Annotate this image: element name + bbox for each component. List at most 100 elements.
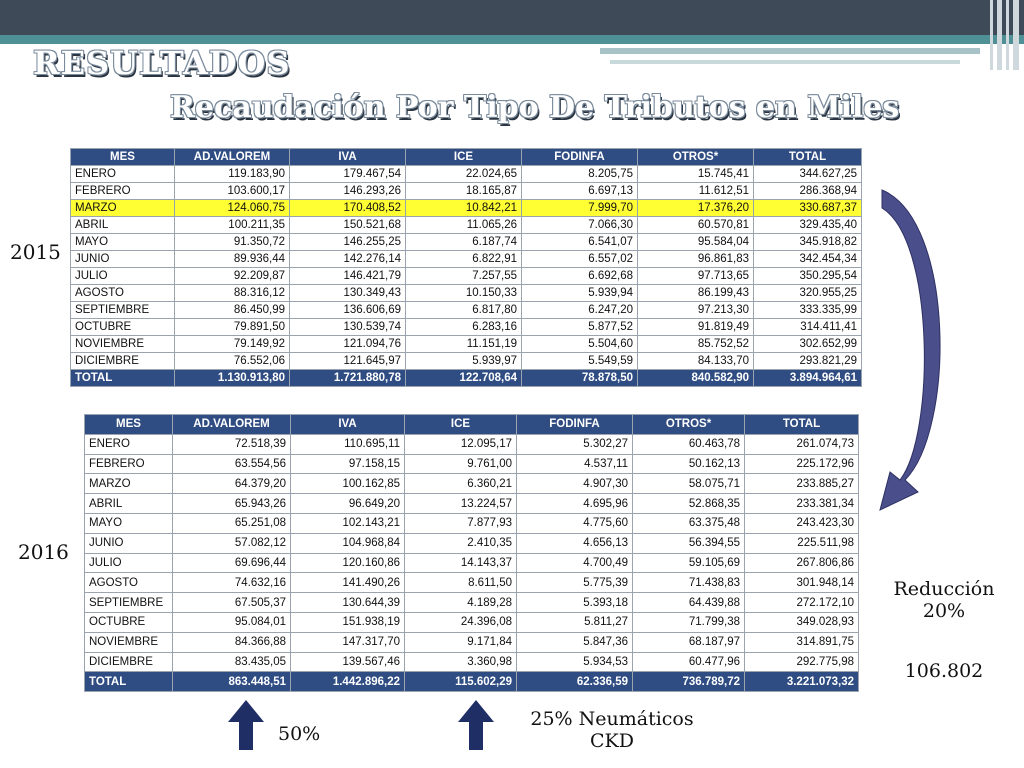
month-cell: AGOSTO bbox=[70, 284, 175, 302]
value-cell: 272.172,10 bbox=[744, 592, 859, 613]
value-cell: 63.375,48 bbox=[632, 512, 745, 534]
value-cell: 60.477,96 bbox=[632, 651, 745, 673]
column-header: TOTAL bbox=[753, 148, 862, 166]
value-cell: 4.189,28 bbox=[404, 592, 517, 613]
corner-stripes bbox=[988, 0, 1024, 70]
reduction-line2: 20% bbox=[922, 600, 966, 622]
up-arrow-icon-2 bbox=[458, 700, 494, 750]
month-cell: OCTUBRE bbox=[84, 611, 173, 633]
total-value-cell: 1.442.896,22 bbox=[290, 671, 405, 693]
value-cell: 79.891,50 bbox=[174, 318, 290, 336]
value-cell: 5.877,52 bbox=[521, 318, 638, 336]
value-cell: 64.439,88 bbox=[632, 592, 745, 613]
column-header: AD.VALOREM bbox=[172, 414, 291, 435]
month-cell: NOVIEMBRE bbox=[84, 631, 173, 653]
month-cell: ABRIL bbox=[84, 493, 173, 514]
value-cell: 6.817,80 bbox=[405, 301, 522, 319]
value-cell: 84.133,70 bbox=[637, 352, 754, 370]
value-cell: 13.224,57 bbox=[404, 493, 517, 514]
column-header: TOTAL bbox=[744, 414, 859, 435]
total-value-cell: 78.878,50 bbox=[521, 369, 638, 387]
value-cell: 8.205,75 bbox=[521, 165, 638, 183]
value-cell: 50.162,13 bbox=[632, 453, 745, 475]
value-cell: 5.934,53 bbox=[516, 651, 633, 673]
value-cell: 65.943,26 bbox=[172, 493, 291, 514]
table-row: NOVIEMBRE 84.366,88 147.317,70 9.171,84 5.84… bbox=[84, 631, 859, 653]
value-cell: 4.775,60 bbox=[516, 512, 633, 534]
value-cell: 91.350,72 bbox=[174, 233, 290, 251]
value-cell: 225.172,96 bbox=[744, 453, 859, 475]
total-label-cell: TOTAL bbox=[84, 671, 173, 693]
column-header: FODINFA bbox=[516, 414, 633, 435]
value-cell: 293.821,29 bbox=[753, 352, 862, 370]
column-header: AD.VALOREM bbox=[174, 148, 290, 166]
table-header-row: MES AD.VALOREM IVA ICE FODINFA OTROS* TOTAL bbox=[84, 414, 859, 435]
month-cell: DICIEMBRE bbox=[70, 352, 175, 370]
column-header: OTROS* bbox=[637, 148, 754, 166]
value-cell: 15.745,41 bbox=[637, 165, 754, 183]
value-cell: 69.696,44 bbox=[172, 552, 291, 574]
value-cell: 88.316,12 bbox=[174, 284, 290, 302]
value-cell: 320.955,25 bbox=[753, 284, 862, 302]
value-cell: 5.775,39 bbox=[516, 572, 633, 594]
value-cell: 4.656,13 bbox=[516, 532, 633, 554]
table-row: DICIEMBRE 76.552,06 121.645,97 5.939,97 5.54… bbox=[70, 352, 862, 370]
value-cell: 96.649,20 bbox=[290, 493, 405, 514]
value-cell: 6.187,74 bbox=[405, 233, 522, 251]
value-cell: 5.811,27 bbox=[516, 611, 633, 633]
value-cell: 141.490,26 bbox=[290, 572, 405, 594]
value-cell: 329.435,40 bbox=[753, 216, 862, 234]
value-cell: 97.713,65 bbox=[637, 267, 754, 285]
value-cell: 121.645,97 bbox=[289, 352, 406, 370]
total-value-cell: 122.708,64 bbox=[405, 369, 522, 387]
value-cell: 92.209,87 bbox=[174, 267, 290, 285]
month-cell: ENERO bbox=[84, 433, 173, 455]
year-label-2015: 2015 bbox=[10, 240, 61, 264]
curved-down-arrow-icon bbox=[879, 189, 941, 511]
value-cell: 56.394,55 bbox=[632, 532, 745, 554]
value-cell: 142.276,14 bbox=[289, 250, 406, 268]
value-cell: 7.877,93 bbox=[404, 512, 517, 534]
value-cell: 110.695,11 bbox=[290, 433, 405, 455]
value-cell: 17.376,20 bbox=[637, 199, 754, 217]
table-row: JULIO 69.696,44 120.160,86 14.143,37 4.700,4… bbox=[84, 552, 859, 574]
value-cell: 4.537,11 bbox=[516, 453, 633, 475]
table-row: MAYO 91.350,72 146.255,25 6.187,74 6.541,07 9… bbox=[70, 233, 862, 251]
value-cell: 119.183,90 bbox=[174, 165, 290, 183]
month-cell: ENERO bbox=[70, 165, 175, 183]
value-cell: 22.024,65 bbox=[405, 165, 522, 183]
value-cell: 100.211,35 bbox=[174, 216, 290, 234]
total-value-cell: 115.602,29 bbox=[404, 671, 517, 693]
total-label-cell: TOTAL bbox=[70, 369, 175, 387]
total-value-cell: 3.894.964,61 bbox=[753, 369, 862, 387]
month-cell: FEBRERO bbox=[70, 182, 175, 200]
month-cell: MARZO bbox=[84, 473, 173, 495]
value-cell: 243.423,30 bbox=[744, 512, 859, 534]
reduction-line1: Reducción bbox=[893, 578, 995, 600]
table-2015: MES AD.VALOREM IVA ICE FODINFA OTROS* TOTAL EN… bbox=[70, 148, 862, 387]
table-row: JULIO 92.209,87 146.421,79 7.257,55 6.692,68… bbox=[70, 267, 862, 285]
column-header: ICE bbox=[405, 148, 522, 166]
month-cell: MAYO bbox=[70, 233, 175, 251]
table-header-row: MES AD.VALOREM IVA ICE FODINFA OTROS* TOTAL bbox=[70, 148, 862, 166]
value-cell: 71.438,83 bbox=[632, 572, 745, 594]
reduction-label: Reducción 20% bbox=[880, 578, 1008, 622]
table-row: AGOSTO 74.632,16 141.490,26 8.611,50 5.775,3… bbox=[84, 572, 859, 594]
month-cell: JULIO bbox=[84, 552, 173, 574]
column-header: MES bbox=[84, 414, 173, 435]
value-cell: 342.454,34 bbox=[753, 250, 862, 268]
total-value-cell: 736.789,72 bbox=[632, 671, 745, 693]
value-cell: 7.999,70 bbox=[521, 199, 638, 217]
value-cell: 84.366,88 bbox=[172, 631, 291, 653]
table-row: ABRIL 100.211,35 150.521,68 11.065,26 7.066,… bbox=[70, 216, 862, 234]
table-row: SEPTIEMBRE 67.505,37 130.644,39 4.189,28 5.3… bbox=[84, 592, 859, 613]
value-cell: 267.806,86 bbox=[744, 552, 859, 574]
month-cell: JUNIO bbox=[84, 532, 173, 554]
column-header: FODINFA bbox=[521, 148, 638, 166]
accent-band bbox=[600, 48, 980, 54]
value-cell: 130.644,39 bbox=[290, 592, 405, 613]
table-2016: MES AD.VALOREM IVA ICE FODINFA OTROS* TOTAL EN… bbox=[84, 414, 859, 693]
value-cell: 179.467,54 bbox=[289, 165, 406, 183]
value-cell: 71.799,38 bbox=[632, 611, 745, 633]
value-cell: 151.938,19 bbox=[290, 611, 405, 633]
